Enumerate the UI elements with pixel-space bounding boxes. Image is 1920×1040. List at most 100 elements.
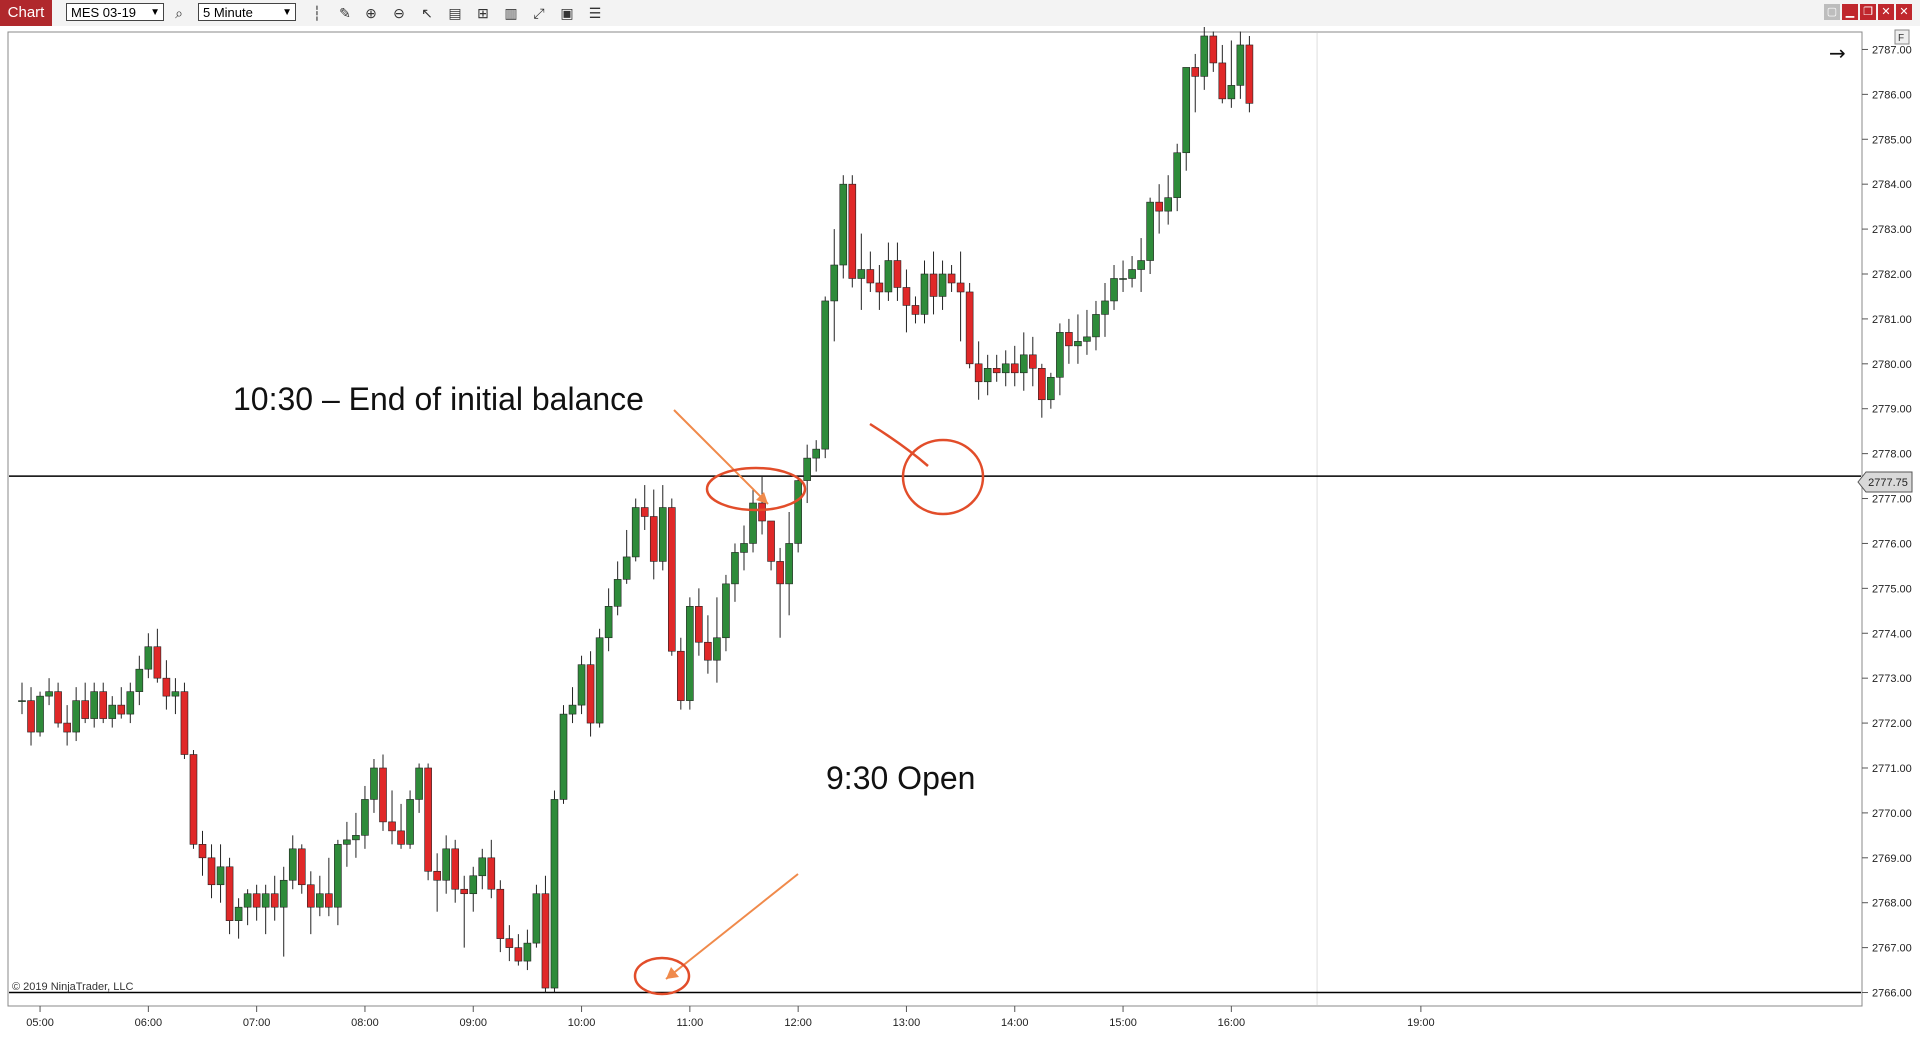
- candle-body: [243, 893, 252, 908]
- arrow-right-icon[interactable]: →: [1829, 41, 1846, 65]
- candle: [1010, 345, 1019, 387]
- candle: [992, 354, 1001, 382]
- candle: [279, 866, 288, 957]
- window-close-alt-icon[interactable]: ✕: [1896, 4, 1912, 20]
- chart-tab[interactable]: Chart: [0, 0, 52, 26]
- window-restore-icon[interactable]: ❐: [1860, 4, 1876, 20]
- candle-body: [920, 273, 929, 315]
- window-min-icon[interactable]: ▁: [1842, 4, 1858, 20]
- candle-body: [794, 480, 802, 544]
- candle: [72, 687, 80, 742]
- properties-icon[interactable]: ▣: [560, 5, 574, 21]
- candle-body: [478, 857, 487, 877]
- candle: [325, 857, 333, 917]
- candle-body: [108, 704, 117, 719]
- pointer-icon[interactable]: ↖: [421, 5, 433, 21]
- candle-body: [532, 893, 541, 944]
- candle: [1083, 309, 1091, 355]
- interval-selector[interactable]: 5 Minute ▼: [198, 3, 296, 21]
- candle-body: [812, 448, 821, 459]
- candle-body: [63, 722, 71, 733]
- candle: [514, 934, 523, 966]
- candle: [81, 682, 89, 724]
- candle: [604, 588, 613, 652]
- candle: [541, 875, 550, 993]
- price-tick-label: 2772.00: [1872, 718, 1912, 730]
- candle: [1110, 265, 1118, 310]
- instrument-value: MES 03-19: [71, 5, 137, 20]
- candle-body: [1110, 278, 1118, 302]
- candle: [198, 830, 207, 876]
- bar-type-icon[interactable]: ┆: [312, 5, 322, 21]
- candle: [767, 520, 775, 571]
- candle-body: [1218, 62, 1227, 100]
- price-tick-label: 2769.00: [1872, 853, 1912, 865]
- candle-body: [830, 264, 839, 302]
- indicator-icon[interactable]: ⤢: [533, 5, 545, 21]
- candle: [1245, 35, 1254, 113]
- candle-body: [893, 260, 902, 288]
- candle: [1074, 314, 1082, 364]
- time-tick-label: 07:00: [243, 1017, 271, 1029]
- data-box-icon[interactable]: ▤: [448, 5, 462, 21]
- candle-body: [667, 507, 676, 652]
- candle: [1209, 31, 1218, 72]
- zoom-in-icon[interactable]: ⊕: [365, 5, 377, 21]
- candle-body: [433, 870, 441, 881]
- candle-body: [884, 260, 893, 293]
- candle-body: [568, 704, 577, 715]
- strategy-icon[interactable]: ▥: [504, 5, 518, 21]
- candle: [424, 763, 432, 881]
- candle-body: [505, 938, 514, 948]
- candle-body: [776, 561, 784, 585]
- price-axis[interactable]: 2766.00 2767.00 2768.00 2769.00 2770.00 2771.…: [1862, 44, 1912, 1000]
- candle: [559, 705, 568, 804]
- price-tick-label: 2780.00: [1872, 359, 1912, 371]
- candle-body: [1155, 201, 1163, 212]
- candle: [1236, 31, 1245, 99]
- candle-body: [1128, 269, 1136, 279]
- candle-body: [1001, 363, 1010, 374]
- candle-body: [361, 799, 369, 836]
- candle-body: [36, 695, 44, 733]
- candle-body: [586, 664, 595, 724]
- time-axis[interactable]: 05:00 06:00 07:00 08:00 09:00 10:00 11:00 12:00…: [8, 1005, 1862, 1029]
- candle-body: [162, 677, 171, 697]
- candle-body: [767, 520, 775, 562]
- candle: [370, 759, 378, 813]
- candle-body: [460, 888, 469, 895]
- candle: [1056, 323, 1064, 396]
- candle: [884, 242, 893, 301]
- instrument-selector[interactable]: MES 03-19 ▼: [66, 3, 164, 21]
- candle-body: [1245, 44, 1254, 104]
- candle-body: [1200, 35, 1209, 77]
- window-close-icon[interactable]: ✕: [1878, 4, 1894, 20]
- candle-body: [45, 691, 53, 697]
- candle-body: [1173, 152, 1181, 198]
- draw-icon[interactable]: ✎: [339, 5, 351, 21]
- list-icon[interactable]: ☰: [588, 5, 602, 21]
- template-icon[interactable]: ⊞: [477, 5, 489, 21]
- candle-body: [848, 183, 857, 279]
- panel-toggle-icon[interactable]: [1894, 29, 1910, 45]
- open-arrow-head: [666, 967, 679, 979]
- candle-body: [288, 848, 297, 881]
- candle-body: [1236, 44, 1245, 86]
- candle-body: [469, 875, 478, 895]
- candle: [839, 175, 848, 279]
- candle-body: [198, 844, 207, 859]
- candle-body: [1227, 85, 1236, 100]
- candle: [550, 790, 559, 993]
- price-chart[interactable]: 2766.00 2767.00 2768.00 2769.00 2770.00 2771.…: [0, 26, 1920, 1040]
- candle: [785, 512, 793, 616]
- candle: [1119, 260, 1127, 292]
- candle-body: [713, 637, 721, 661]
- candle-body: [604, 606, 613, 639]
- zoom-out-icon[interactable]: ⊖: [393, 5, 405, 21]
- search-icon[interactable]: ⌕: [175, 5, 183, 21]
- candle: [983, 354, 992, 396]
- candle-body: [297, 848, 306, 886]
- candle: [45, 678, 53, 706]
- candle-body: [559, 713, 568, 800]
- candle: [343, 821, 351, 867]
